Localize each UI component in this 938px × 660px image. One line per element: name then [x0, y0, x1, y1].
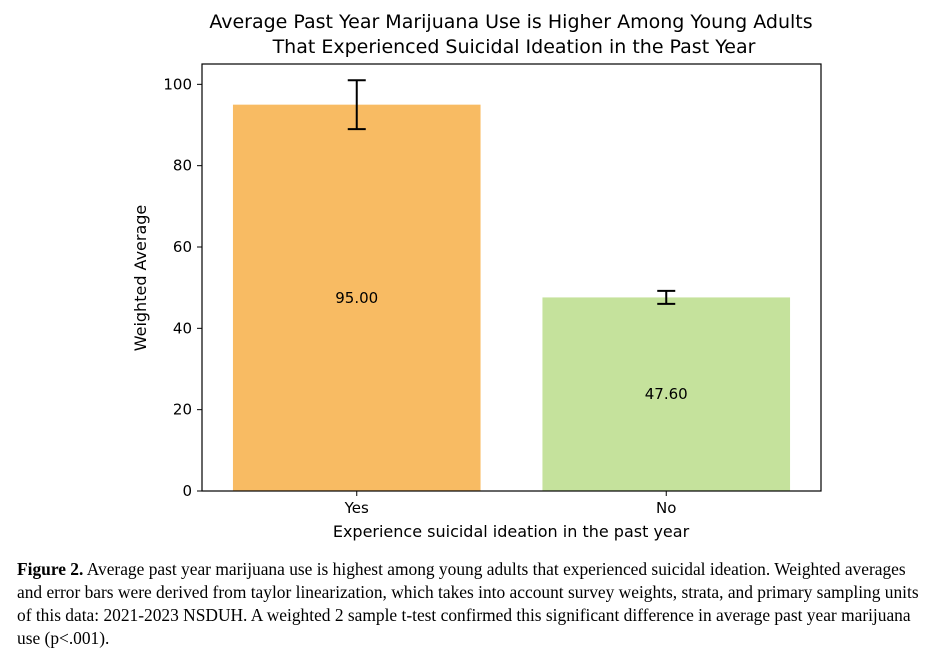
figure-caption: Figure 2. Average past year marijuana us… [17, 558, 932, 650]
y-axis-label: Weighted Average [131, 205, 150, 352]
x-tick-label-yes: Yes [344, 499, 369, 517]
bar-chart: Average Past Year Marijuana Use is Highe… [131, 11, 822, 541]
y-tick-label-0: 0 [182, 482, 192, 500]
bar-value-label-no: 47.60 [645, 385, 688, 403]
x-tick-label-no: No [656, 499, 676, 517]
chart-title-line-1: Average Past Year Marijuana Use is Highe… [209, 11, 812, 33]
bar-no [542, 297, 791, 491]
y-tick-label-40: 40 [173, 319, 192, 337]
bar-value-label-yes: 95.00 [335, 289, 378, 307]
x-axis-label: Experience suicidal ideation in the past… [333, 522, 690, 541]
chart-title-line-2: That Experienced Suicidal Ideation in th… [272, 36, 756, 58]
plot-area: 95.00 Yes 47.60 No 0 20 40 60 80 100 [163, 75, 791, 517]
y-tick-label-60: 60 [173, 238, 192, 256]
figure-caption-text: Average past year marijuana use is highe… [17, 559, 919, 648]
plot-frame [201, 63, 822, 492]
figure-caption-label: Figure 2. [17, 559, 84, 579]
y-tick-label-80: 80 [173, 157, 192, 175]
y-tick-label-100: 100 [163, 75, 192, 93]
bar-yes [232, 104, 481, 492]
y-tick-label-20: 20 [173, 401, 192, 419]
